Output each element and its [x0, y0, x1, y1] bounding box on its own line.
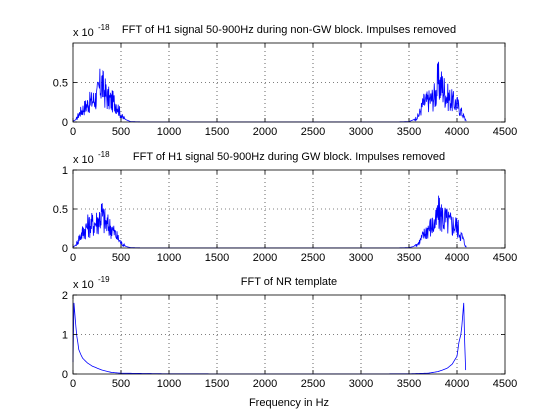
y-exponent-label: x 10 — [73, 27, 94, 39]
x-tick-label: 1500 — [205, 378, 229, 390]
y-tick-label: 0 — [62, 117, 68, 129]
y-tick-label: 2 — [62, 290, 68, 302]
x-tick-label: 3000 — [349, 252, 373, 264]
x-tick-label: 500 — [112, 126, 130, 138]
x-tick-label: 3500 — [397, 126, 421, 138]
x-tick-label: 1500 — [205, 126, 229, 138]
subplot-title: FFT of NR template — [241, 276, 337, 288]
y-exponent: -18 — [98, 23, 110, 32]
x-tick-label: 0 — [70, 378, 76, 390]
x-tick-label: 3500 — [397, 252, 421, 264]
x-tick-label: 1000 — [157, 252, 181, 264]
x-tick-label: 3500 — [397, 378, 421, 390]
y-tick-label: 0 — [62, 243, 68, 255]
x-tick-label: 0 — [70, 252, 76, 264]
x-tick-label: 2500 — [301, 378, 325, 390]
y-exponent-label: x 10 — [73, 154, 94, 166]
subplot-1: 0 500 1000 1500 2000 2500 3000 3500 4000 4500 0 0.5… — [53, 23, 518, 138]
subplot-title: FFT of H1 signal 50-900Hz during GW bloc… — [133, 151, 445, 163]
y-tick-label: 1 — [62, 330, 68, 342]
x-tick-label: 4500 — [493, 252, 517, 264]
y-tick-label: 0.5 — [53, 78, 68, 90]
y-tick-label: 0 — [62, 369, 68, 381]
x-tick-label: 2500 — [301, 126, 325, 138]
y-exponent: -19 — [98, 275, 110, 284]
subplot-2: 0 500 1000 1500 2000 2500 3000 3500 4000 4500 0 0.5… — [53, 150, 518, 264]
x-tick-label: 1500 — [205, 252, 229, 264]
y-tick-label: 0.5 — [53, 204, 68, 216]
x-tick-label: 4500 — [493, 126, 517, 138]
y-exponent: -18 — [98, 150, 110, 159]
x-tick-label: 4500 — [493, 378, 517, 390]
x-tick-label: 500 — [112, 252, 130, 264]
x-tick-label: 2500 — [301, 252, 325, 264]
x-tick-label: 4000 — [445, 252, 469, 264]
x-tick-label: 1000 — [157, 126, 181, 138]
x-tick-label: 2000 — [253, 378, 277, 390]
x-axis-label: Frequency in Hz — [249, 397, 329, 409]
x-tick-label: 500 — [112, 378, 130, 390]
x-tick-label: 3000 — [349, 126, 373, 138]
subplot-3: 0 500 1000 1500 2000 2500 3000 3500 4000 4500 0 1 2x… — [62, 275, 517, 409]
x-tick-label: 1000 — [157, 378, 181, 390]
x-tick-label: 4000 — [445, 378, 469, 390]
y-exponent-label: x 10 — [73, 279, 94, 291]
x-tick-label: 2000 — [253, 126, 277, 138]
x-tick-label: 2000 — [253, 252, 277, 264]
x-tick-label: 0 — [70, 126, 76, 138]
x-tick-label: 4000 — [445, 126, 469, 138]
subplot-title: FFT of H1 signal 50-900Hz during non-GW … — [122, 24, 456, 36]
x-tick-label: 3000 — [349, 378, 373, 390]
y-tick-label: 1 — [62, 165, 68, 177]
